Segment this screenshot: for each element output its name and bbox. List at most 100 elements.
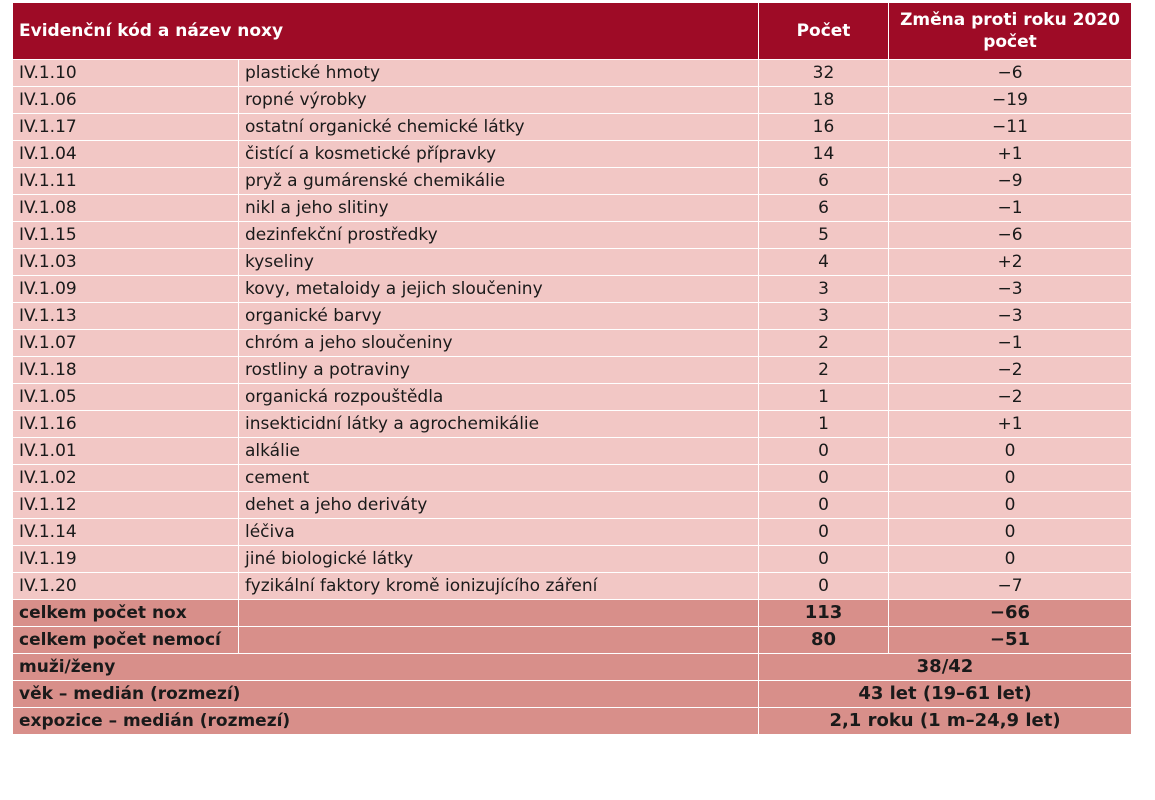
header-change-line2: počet [983,32,1037,52]
row-change: 0 [888,464,1132,492]
table-row: IV.1.06 ropné výrobky 18 −19 [12,86,1132,114]
row-name: jiné biologické látky [238,545,759,573]
row-change: −1 [888,329,1132,357]
row-count: 4 [758,248,889,276]
table-body: IV.1.10 plastické hmoty 32 −6 IV.1.06 ropné v… [12,59,1132,600]
row-code: IV.1.09 [12,275,239,303]
row-count: 2 [758,356,889,384]
row-change: −3 [888,302,1132,330]
summary-row-sex: muži/ženy 38/42 [12,653,1132,681]
row-name: dehet a jeho deriváty [238,491,759,519]
row-name: plastické hmoty [238,59,759,87]
summary-sex-value: 38/42 [758,653,1132,681]
total-disease-empty [238,626,759,654]
total-nox-label: celkem počet nox [12,599,239,627]
row-code: IV.1.11 [12,167,239,195]
row-code: IV.1.08 [12,194,239,222]
header-code-name: Evidenční kód a název noxy [12,2,759,60]
row-count: 6 [758,194,889,222]
table-row: IV.1.01 alkálie 0 0 [12,437,1132,465]
table-row: IV.1.02 cement 0 0 [12,464,1132,492]
row-name: rostliny a potraviny [238,356,759,384]
row-count: 1 [758,410,889,438]
row-change: 0 [888,437,1132,465]
summary-sex-label: muži/ženy [12,653,759,681]
summary-row-exposure: expozice – medián (rozmezí) 2,1 roku (1 … [12,707,1132,735]
row-name: nikl a jeho slitiny [238,194,759,222]
summary-age-value: 43 let (19–61 let) [758,680,1132,708]
row-count: 18 [758,86,889,114]
row-code: IV.1.16 [12,410,239,438]
total-nox-change: −66 [888,599,1132,627]
row-count: 2 [758,329,889,357]
table-row: IV.1.14 léčiva 0 0 [12,518,1132,546]
table-row: IV.1.18 rostliny a potraviny 2 −2 [12,356,1132,384]
row-change: −9 [888,167,1132,195]
row-change: −6 [888,59,1132,87]
table-row: IV.1.09 kovy, metaloidy a jejich sloučeni… [12,275,1132,303]
table-row: IV.1.19 jiné biologické látky 0 0 [12,545,1132,573]
row-count: 1 [758,383,889,411]
row-change: −7 [888,572,1132,600]
row-change: 0 [888,491,1132,519]
row-name: insekticidní látky a agrochemikálie [238,410,759,438]
row-name: organická rozpouštědla [238,383,759,411]
row-name: ostatní organické chemické látky [238,113,759,141]
row-name: dezinfekční prostředky [238,221,759,249]
row-name: chróm a jeho sloučeniny [238,329,759,357]
row-count: 14 [758,140,889,168]
total-nox-count: 113 [758,599,889,627]
row-change: −2 [888,383,1132,411]
row-code: IV.1.04 [12,140,239,168]
header-change-line1: Změna proti roku 2020 [900,10,1120,30]
row-name: cement [238,464,759,492]
row-code: IV.1.19 [12,545,239,573]
row-code: IV.1.02 [12,464,239,492]
row-change: 0 [888,545,1132,573]
row-name: kovy, metaloidy a jejich sloučeniny [238,275,759,303]
row-name: kyseliny [238,248,759,276]
table-row: IV.1.17 ostatní organické chemické látky 1… [12,113,1132,141]
row-name: léčiva [238,518,759,546]
row-count: 0 [758,464,889,492]
table-totals: celkem počet nox 113 −66 celkem počet ne… [12,599,1132,735]
table-row: IV.1.13 organické barvy 3 −3 [12,302,1132,330]
table-row: IV.1.08 nikl a jeho slitiny 6 −1 [12,194,1132,222]
row-code: IV.1.05 [12,383,239,411]
row-change: −11 [888,113,1132,141]
row-change: −1 [888,194,1132,222]
row-count: 3 [758,302,889,330]
row-code: IV.1.14 [12,518,239,546]
row-count: 5 [758,221,889,249]
summary-age-label: věk – medián (rozmezí) [12,680,759,708]
row-count: 0 [758,491,889,519]
total-disease-row: celkem počet nemocí 80 −51 [12,626,1132,654]
row-code: IV.1.18 [12,356,239,384]
table-row: IV.1.20 fyzikální faktory kromě ionizujíc… [12,572,1132,600]
row-count: 3 [758,275,889,303]
table-row: IV.1.16 insekticidní látky a agrochemikál… [12,410,1132,438]
total-disease-change: −51 [888,626,1132,654]
row-count: 16 [758,113,889,141]
row-change: +1 [888,410,1132,438]
table-row: IV.1.03 kyseliny 4 +2 [12,248,1132,276]
row-name: ropné výrobky [238,86,759,114]
row-change: +1 [888,140,1132,168]
row-code: IV.1.12 [12,491,239,519]
row-count: 32 [758,59,889,87]
table-row: IV.1.11 pryž a gumárenské chemikálie 6 −9 [12,167,1132,195]
row-code: IV.1.06 [12,86,239,114]
row-change: 0 [888,518,1132,546]
row-change: +2 [888,248,1132,276]
row-code: IV.1.20 [12,572,239,600]
table-row: IV.1.10 plastické hmoty 32 −6 [12,59,1132,87]
row-change: −2 [888,356,1132,384]
row-code: IV.1.17 [12,113,239,141]
table-row: IV.1.04 čistící a kosmetické přípravky 14 +… [12,140,1132,168]
summary-exposure-value: 2,1 roku (1 m–24,9 let) [758,707,1132,735]
row-name: organické barvy [238,302,759,330]
header-count: Počet [758,2,889,60]
header-change: Změna proti roku 2020 počet [888,2,1132,60]
row-count: 0 [758,437,889,465]
row-change: −3 [888,275,1132,303]
